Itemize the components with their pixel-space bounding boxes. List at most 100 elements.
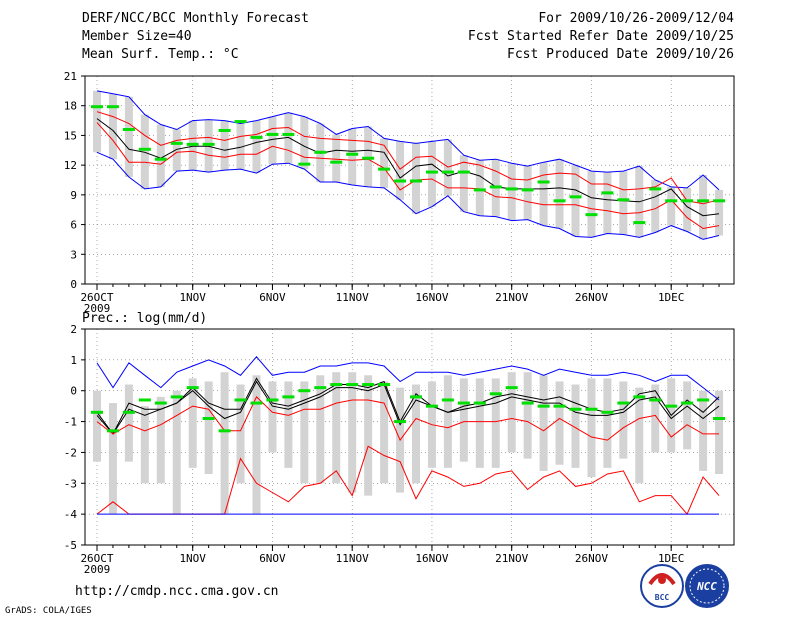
precip-x-tick-label: 1NOV [179,552,206,565]
precip-spread-box [188,378,197,468]
precip-spread-box [571,384,580,468]
precip-x-tick-label: 6NOV [259,552,286,565]
bcc-logo: BCC [640,564,684,608]
temp-spread-box [236,123,245,170]
temp-series-p90 [96,111,720,205]
precip-y-tick-label: -3 [64,477,77,490]
temp-spread-box [539,162,548,226]
precip-spread-box [108,403,117,515]
temp-spread-box [603,172,612,234]
precip-y-tick-label: -5 [64,539,77,552]
precip-spread-box [364,375,373,496]
ncc-logo-disc [685,564,729,608]
precip-y-tick-label: 0 [70,385,77,398]
temp-y-tick-label: 3 [70,248,77,261]
precip-x-axis: 26OCT 1NOV 6NOV 11NOV 16NOV 21NOV 26NOV 1DEC 200… [80,545,720,576]
ncc-logo-text: NCC [696,580,717,593]
temp-spread-box [427,141,436,207]
temp-x-tick-label: 26NOV [575,291,608,304]
bcc-logo-swirl [648,573,676,586]
precipitation-plot: -5 -4 -3 -2 -1 0 1 2 26OCT 1NOV 6NOV 11NOV 16NOV 21N… [64,323,735,576]
precip-spread-box [539,375,548,471]
temp-spread-box [220,120,229,171]
temp-spread-box [475,160,484,216]
temp-y-tick-label: 0 [70,278,77,291]
temp-series-max [96,90,720,191]
temp-x-tick-label: 6NOV [259,291,286,304]
precip-spread-box [252,375,261,515]
precip-spread-box [507,372,516,453]
temp-y-tick-label: 6 [70,219,77,232]
temp-spread-box [172,129,181,172]
temp-spread-box [571,165,580,237]
temp-spread-box [459,155,468,212]
precip-y-tick-label: 1 [70,354,77,367]
temp-spread-box [683,187,692,232]
precip-spread-boxes [93,372,724,515]
temp-spread-box [252,120,261,174]
precip-y-axis: -5 -4 -3 -2 -1 0 1 2 [64,323,85,552]
precip-spread-box [348,372,357,493]
precip-x-tick-label: 21NOV [495,552,528,565]
precip-spread-box [140,406,149,484]
temp-spread-box [555,159,564,229]
precip-series-mean [96,380,720,435]
temp-spread-box [93,90,101,153]
bcc-logo-dot [658,576,666,584]
temp-spread-box [587,171,596,238]
temp-x-tick-label: 1NOV [179,291,206,304]
precip-x-tick-label: 26NOV [575,552,608,565]
precip-y-tick-label: -2 [64,446,77,459]
temp-series-min [96,151,720,240]
temp-spread-box [523,166,532,220]
precip-lines [96,356,720,516]
temp-y-tick-label: 15 [64,129,77,142]
temp-spread-box [348,128,357,185]
temperature-plot: 0 3 6 9 12 15 18 21 26OCT 1NOV 6NOV 11NOV 16NOV 21NO… [64,70,735,315]
temp-x-tick-label: 11NOV [336,291,369,304]
bcc-logo-ring [640,564,684,608]
temp-series-p10 [96,122,720,230]
temp-spread-box [108,93,117,160]
temp-y-tick-label: 9 [70,189,77,202]
ncc-logo: NCC [685,564,729,608]
precip-spread-box [635,387,644,484]
precip-spread-box [619,381,628,459]
temp-spread-box [332,134,341,182]
temp-spread-box [380,138,389,188]
precip-x-tick-label: 1DEC [658,552,685,565]
temp-spread-box [124,96,133,178]
temperature-climatology-marks [91,105,726,225]
precip-x-tick-label: 26OCT [80,552,113,565]
grads-credit: GrADS: COLA/IGES [5,606,92,616]
precip-spread-box [683,381,692,450]
temp-x-tick-label: 16NOV [415,291,448,304]
temp-y-tick-label: 12 [64,159,77,172]
temperature-spread-boxes [93,90,724,240]
precip-y-tick-label: -4 [64,508,78,521]
precip-spread-box [124,384,133,462]
precip-series-p90 [96,377,720,435]
precip-spread-box [156,396,165,484]
temp-spread-box [507,163,516,221]
temp-spread-box [396,141,405,200]
forecast-produced-date: Fcst Produced Date 2009/10/26 [507,47,734,62]
temp-spread-box [300,116,309,170]
precip-spread-box [332,372,341,484]
member-size-label: Member Size=40 [82,29,192,44]
temp-x-tick-label: 26OCT [80,291,113,304]
precip-climatology-marks [91,383,726,433]
precip-series-max [96,356,720,401]
temp-spread-box [667,186,676,226]
temperature-y-axis: 0 3 6 9 12 15 18 21 [64,70,85,291]
temperature-lines [96,90,720,240]
precip-plot-frame [84,328,735,546]
precip-spread-box [316,375,325,484]
temperature-variable-label: Mean Surf. Temp.: °C [82,47,239,62]
precip-spread-box [715,390,724,475]
temperature-x-axis: 26OCT 1NOV 6NOV 11NOV 16NOV 21NOV 26NOV 1DEC 200… [80,284,720,315]
forecast-refer-date: Fcst Started Refer Date 2009/10/25 [468,29,734,44]
temp-spread-box [715,189,724,236]
